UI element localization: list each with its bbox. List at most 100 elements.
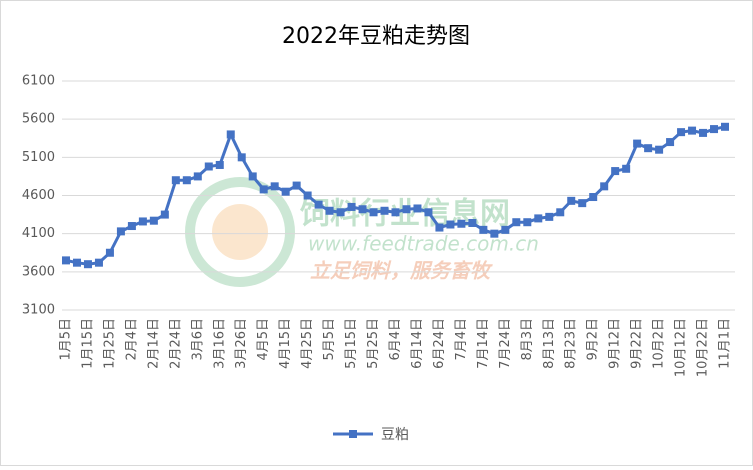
point (380, 206, 389, 215)
point (501, 225, 510, 234)
point (600, 182, 609, 191)
x-tick-label: 2月4日 (124, 318, 139, 361)
watermark-slogan: 立足饲料，服务畜牧 (310, 259, 493, 283)
x-tick-label: 8月23日 (564, 318, 579, 369)
y-tick-label: 4100 (22, 226, 55, 241)
point (710, 125, 719, 134)
chart-title: 2022年豆粕走势图 (282, 24, 470, 49)
point (402, 205, 411, 214)
x-tick-label: 10月22日 (696, 318, 711, 377)
point (325, 206, 334, 215)
x-tick-label: 5月5日 (322, 318, 337, 361)
point (303, 191, 312, 200)
x-tick-label: 3月26日 (234, 318, 249, 369)
y-tick-label: 3600 (22, 264, 55, 279)
point (655, 145, 664, 154)
point (457, 219, 466, 228)
y-tick-label: 5100 (22, 150, 55, 165)
x-tick-label: 7月24日 (498, 318, 513, 369)
watermark-url: www.feedtrade.com.cn (308, 232, 539, 256)
point (666, 138, 675, 147)
watermark-logo (185, 177, 295, 287)
point (138, 217, 147, 226)
point (270, 182, 279, 191)
x-tick-label: 4月15日 (278, 318, 293, 369)
watermark (185, 177, 295, 287)
point (512, 218, 521, 227)
point (391, 208, 400, 217)
x-tick-label: 9月2日 (586, 318, 601, 361)
x-tick-label: 1月5日 (59, 318, 74, 361)
x-tick-label: 4月5日 (256, 318, 271, 361)
point (435, 223, 444, 232)
point (182, 176, 191, 185)
x-tick-label: 6月4日 (388, 318, 403, 361)
point (413, 204, 422, 213)
point (160, 210, 169, 219)
watermark-logo-inner (212, 204, 268, 260)
point (94, 258, 103, 267)
point (171, 176, 180, 185)
y-tick-label: 6100 (22, 74, 55, 89)
point (358, 205, 367, 214)
y-tick-label: 4600 (22, 188, 55, 203)
point (259, 185, 268, 194)
point (215, 160, 224, 169)
point (369, 208, 378, 217)
x-tick-label: 3月6日 (190, 318, 205, 361)
legend-label: 豆粕 (381, 427, 409, 443)
x-tick-label: 10月12日 (674, 318, 689, 377)
y-tick-label: 5600 (22, 112, 55, 127)
point (193, 172, 202, 181)
point (556, 208, 565, 217)
point (699, 128, 708, 137)
point (314, 200, 323, 209)
x-tick-label: 3月16日 (212, 318, 227, 369)
x-tick-label: 9月12日 (608, 318, 623, 369)
x-tick-label: 8月13日 (542, 318, 557, 369)
x-tick-label: 6月24日 (432, 318, 447, 369)
legend-marker (349, 430, 357, 438)
point (644, 144, 653, 153)
point (578, 199, 587, 208)
point (72, 258, 81, 267)
point (281, 187, 290, 196)
point (424, 208, 433, 217)
point (633, 139, 642, 148)
point (468, 218, 477, 227)
x-tick-label: 1月15日 (80, 318, 95, 369)
point (127, 222, 136, 231)
x-tick-label: 7月14日 (476, 318, 491, 369)
x-tick-label: 11月1日 (718, 318, 733, 369)
x-tick-label: 5月25日 (366, 318, 381, 369)
point (105, 248, 114, 257)
point (534, 214, 543, 223)
point (149, 216, 158, 225)
point (336, 208, 345, 217)
x-tick-label: 5月15日 (344, 318, 359, 369)
x-tick-label: 1月25日 (102, 318, 117, 369)
point (479, 225, 488, 234)
x-tick-label: 2月14日 (146, 318, 161, 369)
point (116, 227, 125, 236)
x-tick-label: 8月3日 (520, 318, 535, 361)
point (83, 260, 92, 269)
point (611, 167, 620, 176)
point (347, 202, 356, 211)
x-tick-label: 6月14日 (410, 318, 425, 369)
point (248, 172, 257, 181)
x-tick-label: 10月2日 (652, 318, 667, 369)
point (622, 164, 631, 173)
point (204, 162, 213, 171)
x-tick-label: 4月25日 (300, 318, 315, 369)
point (292, 181, 301, 190)
y-tick-label: 3100 (22, 303, 55, 318)
point (446, 220, 455, 229)
point (677, 128, 686, 137)
point (490, 229, 499, 238)
point (567, 196, 576, 205)
point (523, 218, 532, 227)
point (545, 212, 554, 221)
